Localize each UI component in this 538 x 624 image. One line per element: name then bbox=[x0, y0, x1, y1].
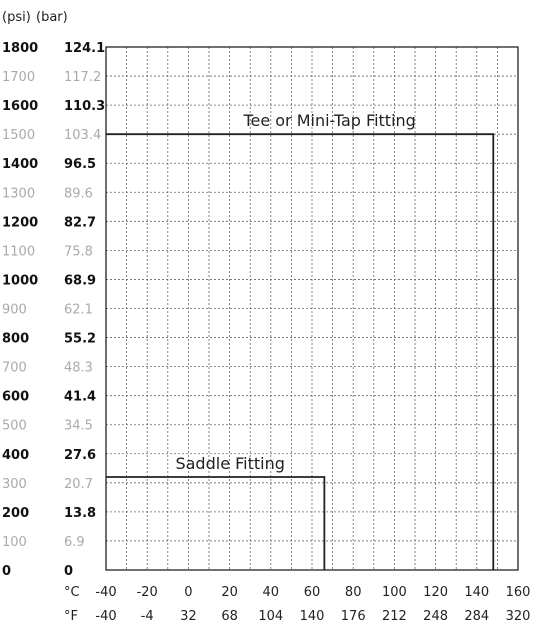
grid-lines bbox=[106, 47, 518, 570]
y-tick-psi: 500 bbox=[2, 419, 27, 434]
y-tick-psi: 300 bbox=[2, 477, 27, 492]
x-tick-fahrenheit: 140 bbox=[300, 609, 325, 624]
x-tick-fahrenheit: 284 bbox=[464, 609, 489, 624]
x-tick-celsius: 40 bbox=[263, 585, 280, 600]
x-tick-celsius: 160 bbox=[506, 585, 531, 600]
y-tick-psi: 1300 bbox=[2, 186, 35, 201]
y-tick-bar: 48.3 bbox=[64, 361, 93, 376]
y-tick-psi: 700 bbox=[2, 361, 27, 376]
y-tick-psi: 100 bbox=[2, 535, 27, 550]
y-tick-psi: 1100 bbox=[2, 244, 35, 259]
y-tick-psi: 1200 bbox=[2, 215, 38, 230]
saddle-fitting-boundary-line bbox=[106, 476, 326, 570]
y-tick-bar: 41.4 bbox=[64, 390, 96, 405]
bar-unit-label: (bar) bbox=[36, 10, 68, 25]
y-tick-bar: 110.3 bbox=[64, 99, 105, 114]
x-tick-celsius: -40 bbox=[95, 585, 116, 600]
y-tick-bar: 13.8 bbox=[64, 506, 96, 521]
y-tick-psi: 1000 bbox=[2, 273, 38, 288]
fahrenheit-unit-label: °F bbox=[64, 609, 78, 624]
y-tick-bar: 68.9 bbox=[64, 273, 96, 288]
y-tick-bar: 124.1 bbox=[64, 41, 105, 56]
y-tick-psi: 400 bbox=[2, 448, 29, 463]
x-tick-fahrenheit: 32 bbox=[180, 609, 197, 624]
x-tick-celsius: 120 bbox=[423, 585, 448, 600]
plot-frame bbox=[105, 46, 519, 571]
x-tick-celsius: 140 bbox=[464, 585, 489, 600]
x-tick-celsius: 20 bbox=[221, 585, 238, 600]
y-tick-bar: 62.1 bbox=[64, 303, 93, 318]
x-tick-fahrenheit: 248 bbox=[423, 609, 448, 624]
x-tick-fahrenheit: -40 bbox=[95, 609, 116, 624]
x-tick-celsius: 100 bbox=[382, 585, 407, 600]
y-tick-bar: 55.2 bbox=[64, 332, 96, 347]
y-tick-bar: 27.6 bbox=[64, 448, 96, 463]
saddle-fitting-label: Saddle Fitting bbox=[175, 454, 284, 473]
x-tick-fahrenheit: 320 bbox=[506, 609, 531, 624]
y-tick-bar: 34.5 bbox=[64, 419, 93, 434]
y-tick-bar: 103.4 bbox=[64, 128, 101, 143]
x-tick-celsius: 60 bbox=[304, 585, 321, 600]
celsius-unit-label: °C bbox=[64, 585, 80, 600]
x-tick-celsius: 80 bbox=[345, 585, 362, 600]
y-tick-bar: 117.2 bbox=[64, 70, 101, 85]
series-bounds: Tee or Mini-Tap Fitting Saddle Fitting bbox=[106, 111, 495, 570]
y-tick-psi: 600 bbox=[2, 390, 29, 405]
y-tick-bar: 0 bbox=[64, 564, 73, 579]
y-tick-psi: 1600 bbox=[2, 99, 38, 114]
tee-or-mini-tap-fitting-boundary-line bbox=[106, 133, 495, 570]
y-tick-psi: 200 bbox=[2, 506, 29, 521]
y-tick-psi: 0 bbox=[2, 564, 11, 579]
x-tick-fahrenheit: -4 bbox=[141, 609, 154, 624]
x-tick-fahrenheit: 212 bbox=[382, 609, 407, 624]
x-tick-fahrenheit: 104 bbox=[258, 609, 283, 624]
y-tick-bar: 89.6 bbox=[64, 186, 93, 201]
y-tick-bar: 96.5 bbox=[64, 157, 96, 172]
y-tick-psi: 1400 bbox=[2, 157, 38, 172]
y-tick-psi: 1700 bbox=[2, 70, 35, 85]
y-tick-psi: 900 bbox=[2, 303, 27, 318]
y-tick-psi: 800 bbox=[2, 332, 29, 347]
y-tick-psi: 1800 bbox=[2, 41, 38, 56]
x-tick-celsius: -20 bbox=[137, 585, 158, 600]
psi-unit-label: (psi) bbox=[2, 10, 31, 25]
y-tick-bar: 20.7 bbox=[64, 477, 93, 492]
y-tick-bar: 6.9 bbox=[64, 535, 85, 550]
x-tick-celsius: 0 bbox=[184, 585, 192, 600]
y-tick-bar: 82.7 bbox=[64, 215, 96, 230]
y-tick-psi: 1500 bbox=[2, 128, 35, 143]
y-tick-bar: 75.8 bbox=[64, 244, 93, 259]
x-tick-fahrenheit: 176 bbox=[341, 609, 366, 624]
tee-or-mini-tap-fitting-label: Tee or Mini-Tap Fitting bbox=[242, 111, 415, 130]
x-tick-fahrenheit: 68 bbox=[221, 609, 238, 624]
